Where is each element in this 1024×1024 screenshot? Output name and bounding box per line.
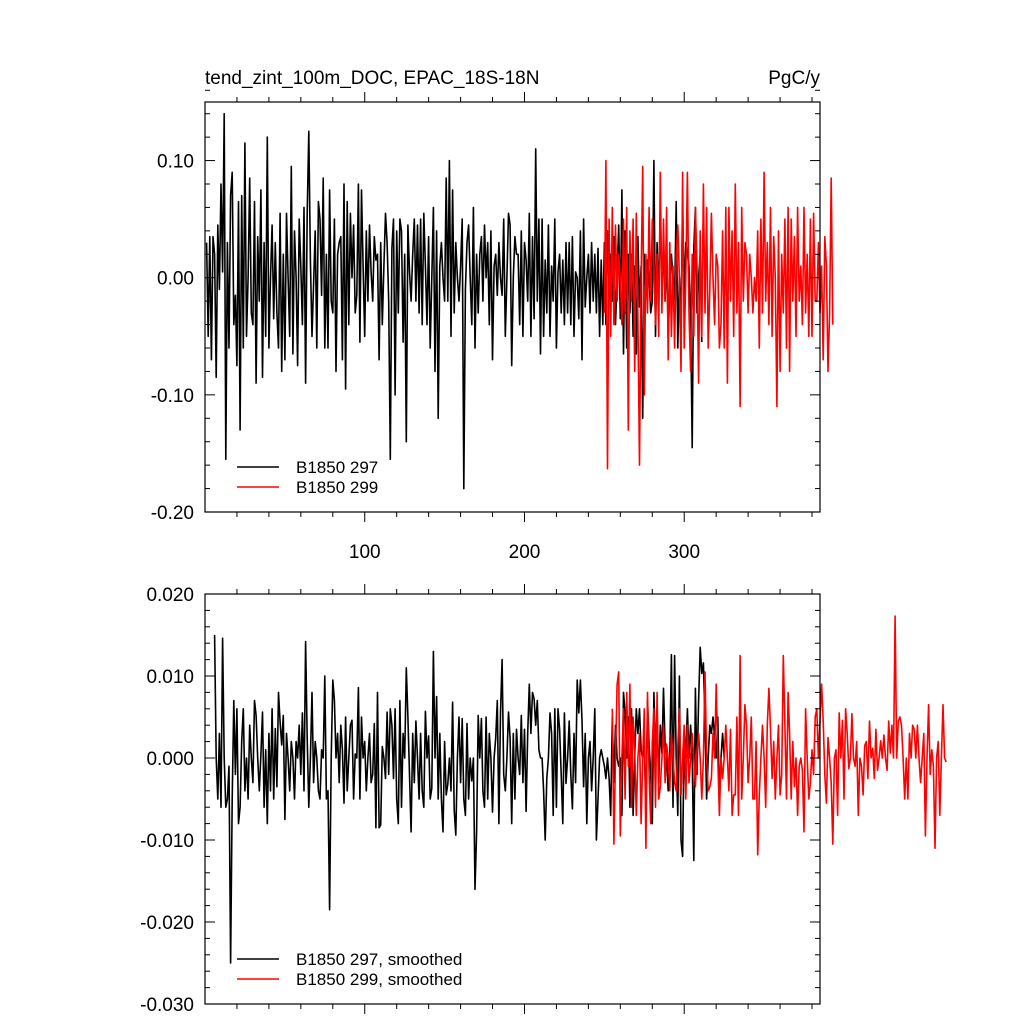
top-y-tick-label: -0.10 xyxy=(151,386,194,407)
bottom-y-tick-label: 0.010 xyxy=(146,667,194,688)
top-legend-label-2: B1850 299 xyxy=(296,478,378,497)
top-y-tick-label: 0.00 xyxy=(157,269,194,290)
bottom-y-tick-label: -0.030 xyxy=(140,995,194,1016)
bottom-y-tick-label: -0.020 xyxy=(140,913,194,934)
bottom-plot-frame xyxy=(204,593,821,1005)
bottom-y-tick-label: 0.000 xyxy=(146,749,194,770)
top-series-line-2 xyxy=(603,159,834,470)
top-chart-title: tend_zint_100m_DOC, EPAC_18S-18N xyxy=(205,68,539,89)
top-x-tick-label: 200 xyxy=(509,542,541,563)
bottom-series-line-1 xyxy=(213,634,725,964)
bottom-series-line-2 xyxy=(611,615,947,856)
top-y-tick-label: -0.20 xyxy=(151,503,194,524)
bottom-legend-label-2: B1850 299, smoothed xyxy=(296,970,462,989)
top-chart-units: PgC/y xyxy=(768,68,820,89)
top-y-tick-label: 0.10 xyxy=(157,152,194,173)
top-chart: tend_zint_100m_DOC, EPAC_18S-18N PgC/y 1… xyxy=(151,68,834,563)
bottom-legend-label-1: B1850 297, smoothed xyxy=(296,950,462,969)
top-x-tick-label: 300 xyxy=(668,542,700,563)
top-legend-label-1: B1850 297 xyxy=(296,458,378,477)
bottom-y-tick-label: -0.010 xyxy=(140,831,194,852)
top-x-tick-label: 100 xyxy=(349,542,381,563)
top-plot-frame xyxy=(204,101,821,513)
bottom-y-tick-label: 0.020 xyxy=(146,585,194,606)
bottom-chart: -0.030 -0.020 -0.010 0.000 0.010 0.020 B1850 2… xyxy=(140,584,947,1016)
